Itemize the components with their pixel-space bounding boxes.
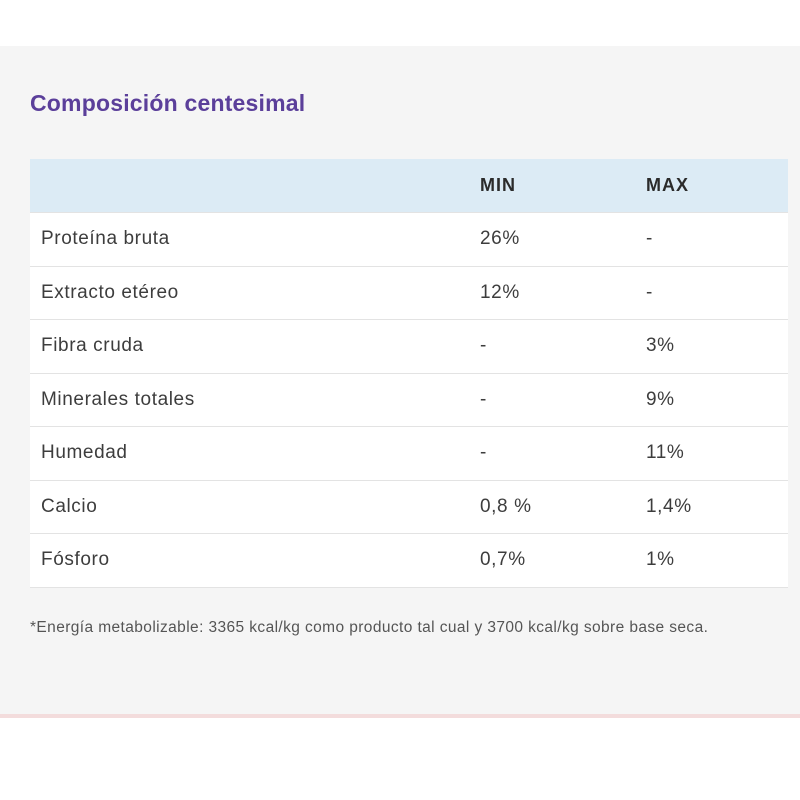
- nutrient-min: 0,7%: [480, 533, 646, 588]
- nutrient-max: -: [646, 212, 788, 267]
- nutrient-min: 0,8 %: [480, 480, 646, 534]
- table-row: Proteína bruta 26% -: [30, 212, 788, 267]
- nutrient-min: -: [480, 426, 646, 481]
- nutrient-max: 9%: [646, 373, 788, 427]
- table-row: Calcio 0,8 % 1,4%: [30, 480, 788, 534]
- nutrient-name: Calcio: [30, 480, 480, 534]
- nutrient-min: -: [480, 319, 646, 374]
- header-min: MIN: [480, 159, 646, 213]
- header-max: MAX: [646, 159, 788, 213]
- header-nutrient: [30, 159, 480, 213]
- energy-footnote: *Energía metabolizable: 3365 kcal/kg com…: [30, 619, 709, 636]
- nutrient-min: 12%: [480, 266, 646, 320]
- nutrient-name: Fibra cruda: [30, 319, 480, 374]
- table-header-row: MIN MAX: [30, 159, 788, 213]
- section-title: Composición centesimal: [30, 90, 306, 116]
- nutrient-min: -: [480, 373, 646, 427]
- nutrient-name: Proteína bruta: [30, 212, 480, 267]
- nutrient-max: -: [646, 266, 788, 320]
- nutrient-max: 1%: [646, 533, 788, 588]
- table-row: Fibra cruda - 3%: [30, 319, 788, 374]
- panel-divider: [0, 714, 800, 718]
- nutrient-name: Fósforo: [30, 533, 480, 588]
- table-row: Fósforo 0,7% 1%: [30, 533, 788, 588]
- nutrient-min: 26%: [480, 212, 646, 267]
- nutrient-max: 1,4%: [646, 480, 788, 534]
- nutrient-max: 3%: [646, 319, 788, 374]
- nutrient-max: 11%: [646, 426, 788, 481]
- table-row: Humedad - 11%: [30, 426, 788, 481]
- nutrient-name: Humedad: [30, 426, 480, 481]
- nutrient-name: Minerales totales: [30, 373, 480, 427]
- nutrient-name: Extracto etéreo: [30, 266, 480, 320]
- table-row: Extracto etéreo 12% -: [30, 266, 788, 320]
- table-row: Minerales totales - 9%: [30, 373, 788, 427]
- composition-table: MIN MAX Proteína bruta 26% - Extracto et…: [30, 159, 788, 588]
